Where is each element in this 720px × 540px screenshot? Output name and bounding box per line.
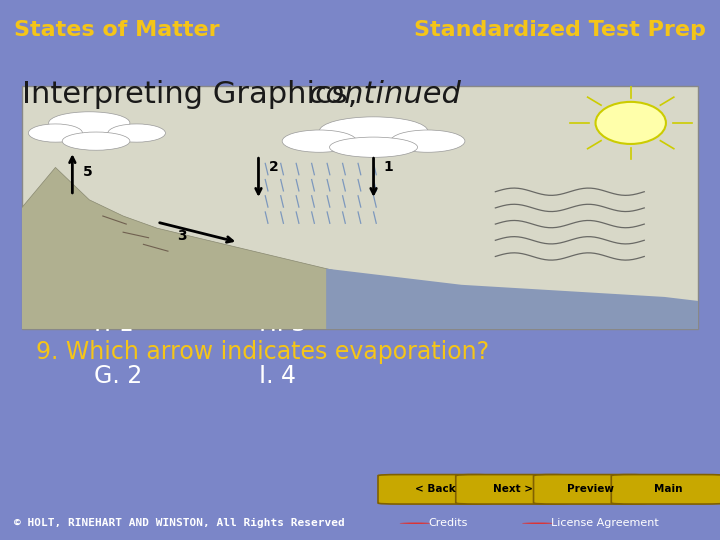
Circle shape: [595, 102, 666, 144]
Text: 5: 5: [83, 165, 92, 179]
Text: 2: 2: [269, 160, 279, 174]
Ellipse shape: [390, 130, 465, 152]
Text: F. 1: F. 1: [94, 312, 133, 336]
Ellipse shape: [49, 112, 130, 134]
FancyBboxPatch shape: [22, 86, 698, 329]
FancyBboxPatch shape: [534, 475, 647, 504]
Ellipse shape: [62, 132, 130, 150]
Text: License Agreement: License Agreement: [551, 518, 659, 528]
Text: Main: Main: [654, 484, 683, 494]
Polygon shape: [22, 167, 698, 329]
Text: I. 4: I. 4: [259, 364, 296, 388]
Text: 3: 3: [177, 230, 187, 244]
Text: continued: continued: [299, 80, 461, 109]
Text: States of Matter: States of Matter: [14, 20, 220, 40]
Circle shape: [400, 523, 431, 524]
Text: 1: 1: [384, 160, 393, 174]
Circle shape: [522, 523, 554, 524]
Ellipse shape: [320, 117, 428, 145]
Text: Interpreting Graphics,: Interpreting Graphics,: [22, 80, 357, 109]
Text: H. 3: H. 3: [259, 312, 307, 336]
Ellipse shape: [108, 124, 166, 142]
Text: © HOLT, RINEHART AND WINSTON, All Rights Reserved: © HOLT, RINEHART AND WINSTON, All Rights…: [14, 518, 345, 528]
Text: G. 2: G. 2: [94, 364, 142, 388]
Text: Standardized Test Prep: Standardized Test Prep: [414, 20, 706, 40]
FancyBboxPatch shape: [378, 475, 492, 504]
Text: < Back: < Back: [415, 484, 455, 494]
Text: Next >: Next >: [492, 484, 533, 494]
Text: 9. Which arrow indicates evaporation?: 9. Which arrow indicates evaporation?: [36, 340, 489, 364]
FancyBboxPatch shape: [611, 475, 720, 504]
Text: Credits: Credits: [428, 518, 468, 528]
Ellipse shape: [282, 130, 356, 152]
Text: Preview: Preview: [567, 484, 614, 494]
Ellipse shape: [330, 137, 418, 157]
Polygon shape: [326, 268, 698, 329]
FancyBboxPatch shape: [456, 475, 570, 504]
Ellipse shape: [28, 124, 83, 142]
